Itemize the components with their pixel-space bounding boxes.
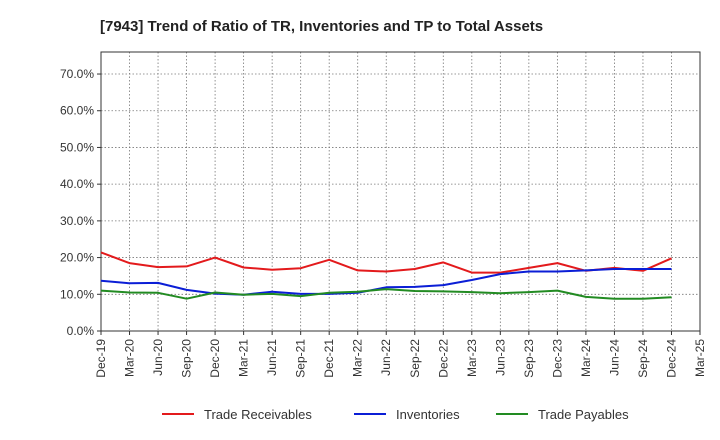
y-tick-label: 0.0% [67,324,95,338]
legend: Trade Receivables Inventories Trade Payabl… [162,407,629,422]
x-tick-label: Dec-23 [550,339,564,378]
x-tick-label: Sep-21 [294,339,308,378]
series-line-0 [100,251,672,274]
x-tick-label: Jun-20 [151,339,165,376]
plot-area [100,51,701,332]
x-tick-label: Dec-24 [664,339,678,378]
x-tick-label: Dec-22 [436,339,450,378]
x-tick-label: Mar-23 [465,339,479,377]
x-tick-label: Jun-21 [265,339,279,376]
x-tick-label: Mar-25 [693,339,707,377]
x-tick-label: Jun-23 [493,339,507,376]
series-line-2 [100,288,672,300]
y-tick-label: 20.0% [60,251,94,265]
y-tick-label: 50.0% [60,140,94,154]
chart-title: [7943] Trend of Ratio of TR, Inventories… [100,18,543,35]
y-tick-label: 60.0% [60,104,94,118]
x-tick-label: Mar-20 [123,339,137,377]
legend-label: Inventories [396,407,460,422]
x-tick-label: Dec-21 [322,339,336,378]
series-lines [100,251,672,300]
grid [101,52,700,331]
legend-label: Trade Payables [538,407,629,422]
legend-label: Trade Receivables [204,407,312,422]
y-tick-label: 10.0% [60,287,94,301]
x-tick-label: Mar-24 [579,339,593,377]
x-tick-label: Jun-22 [379,339,393,376]
x-tick-label: Sep-24 [636,339,650,378]
y-tick-label: 70.0% [60,67,94,81]
x-tick-label: Mar-22 [351,339,365,377]
x-tick-label: Dec-19 [94,339,108,378]
y-axis: 0.0% 10.0% 20.0% 30.0% 40.0% 50.0% 60.0% 70.0% [60,67,101,338]
x-tick-label: Sep-23 [522,339,536,378]
x-tick-label: Sep-20 [180,339,194,378]
series-line-1 [100,268,672,296]
x-tick-label: Jun-24 [607,339,621,376]
y-tick-label: 40.0% [60,177,94,191]
x-tick-label: Mar-21 [237,339,251,377]
x-tick-label: Dec-20 [208,339,222,378]
x-tick-label: Sep-22 [408,339,422,378]
y-tick-label: 30.0% [60,214,94,228]
x-axis: Dec-19 Mar-20 Jun-20 Sep-20 Dec-20 Mar-21 Jun-… [94,331,707,378]
